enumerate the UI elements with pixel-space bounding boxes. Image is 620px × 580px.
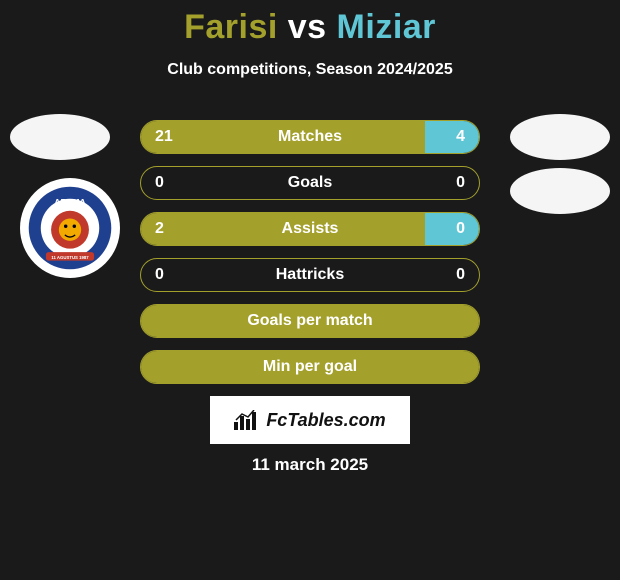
stat-row: 00Hattricks bbox=[140, 258, 480, 292]
title-player1: Farisi bbox=[184, 8, 278, 46]
stat-row: Goals per match bbox=[140, 304, 480, 338]
bar-chart-icon bbox=[234, 410, 262, 430]
player2-avatar-placeholder-2 bbox=[510, 168, 610, 214]
stat-label: Goals bbox=[141, 174, 479, 192]
stat-label: Hattricks bbox=[141, 266, 479, 284]
branding-badge: FcTables.com bbox=[210, 396, 410, 444]
comparison-card: Farisi vs Miziar Club competitions, Seas… bbox=[0, 0, 620, 580]
club-badge-svg: AREMA 11 AGUSTUS 1987 bbox=[27, 185, 113, 271]
player2-avatar-placeholder-1 bbox=[510, 114, 610, 160]
page-title: Farisi vs Miziar bbox=[0, 0, 620, 47]
player1-avatar-placeholder bbox=[10, 114, 110, 160]
stat-label: Goals per match bbox=[141, 312, 479, 330]
badge-name: AREMA bbox=[54, 197, 86, 207]
badge-sub: 11 AGUSTUS 1987 bbox=[51, 255, 89, 260]
title-vs: vs bbox=[288, 8, 327, 46]
stat-row: 214Matches bbox=[140, 120, 480, 154]
title-player2: Miziar bbox=[337, 8, 436, 46]
stat-label: Assists bbox=[141, 220, 479, 238]
stat-row: Min per goal bbox=[140, 350, 480, 384]
stat-label: Min per goal bbox=[141, 358, 479, 376]
subtitle: Club competitions, Season 2024/2025 bbox=[0, 61, 620, 79]
club-badge: AREMA 11 AGUSTUS 1987 bbox=[20, 178, 120, 278]
stat-label: Matches bbox=[141, 128, 479, 146]
badge-lion-eye-r bbox=[73, 225, 76, 228]
stat-rows: 214Matches 00Goals 20Assists 00Hattricks Goa… bbox=[140, 120, 480, 396]
badge-lion-eye-l bbox=[64, 225, 67, 228]
date-label: 11 march 2025 bbox=[0, 455, 620, 475]
stat-row: 20Assists bbox=[140, 212, 480, 246]
branding-text: FcTables.com bbox=[266, 410, 385, 431]
stat-row: 00Goals bbox=[140, 166, 480, 200]
